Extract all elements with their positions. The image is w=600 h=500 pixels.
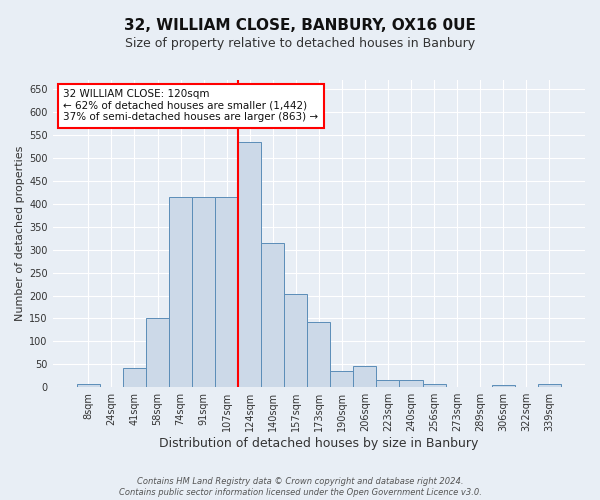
Bar — [400, 380, 422, 387]
Text: 32, WILLIAM CLOSE, BANBURY, OX16 0UE: 32, WILLIAM CLOSE, BANBURY, OX16 0UE — [124, 18, 476, 32]
Text: Contains public sector information licensed under the Open Government Licence v3: Contains public sector information licen… — [119, 488, 481, 497]
Bar — [331, 371, 353, 387]
Text: Contains HM Land Registry data © Crown copyright and database right 2024.: Contains HM Land Registry data © Crown c… — [137, 476, 463, 486]
Bar — [238, 142, 261, 387]
Bar — [284, 294, 307, 387]
Bar — [261, 243, 284, 387]
Bar — [215, 197, 238, 387]
Bar — [77, 384, 100, 387]
Bar — [422, 384, 446, 387]
Bar — [376, 380, 400, 387]
Bar — [192, 197, 215, 387]
Bar — [146, 318, 169, 387]
Bar — [307, 322, 331, 387]
Bar — [538, 384, 561, 387]
Bar — [169, 197, 192, 387]
Text: 32 WILLIAM CLOSE: 120sqm
← 62% of detached houses are smaller (1,442)
37% of sem: 32 WILLIAM CLOSE: 120sqm ← 62% of detach… — [63, 89, 319, 122]
Y-axis label: Number of detached properties: Number of detached properties — [15, 146, 25, 322]
Bar — [491, 385, 515, 387]
Text: Size of property relative to detached houses in Banbury: Size of property relative to detached ho… — [125, 38, 475, 51]
X-axis label: Distribution of detached houses by size in Banbury: Distribution of detached houses by size … — [159, 437, 479, 450]
Bar — [353, 366, 376, 387]
Bar — [123, 368, 146, 387]
